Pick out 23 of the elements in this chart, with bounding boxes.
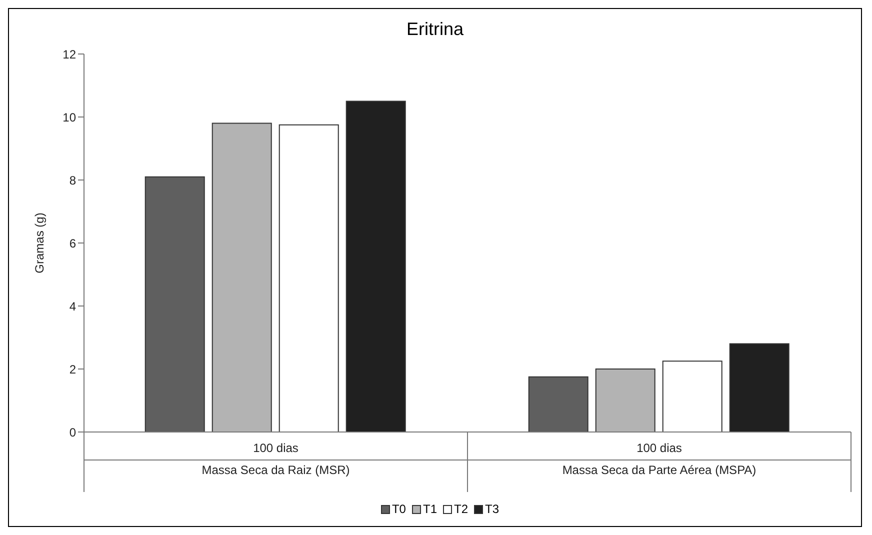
bar (212, 122, 272, 432)
legend-label: T0 (390, 502, 406, 516)
y-tick-label: 0 (69, 425, 76, 440)
y-axis-title: Gramas (g) (32, 212, 46, 274)
y-tick-label: 8 (69, 173, 76, 188)
y-tick-label: 2 (69, 362, 76, 376)
y-tick-label: 6 (69, 236, 76, 250)
legend-label: T2 (453, 502, 468, 516)
legend-label: T1 (422, 502, 437, 516)
x-tick-label: 100 dias Massa Seca da Raiz (MSR) (202, 441, 350, 477)
bar (144, 176, 205, 432)
bar (346, 100, 406, 432)
x-tick-label: 100 dias Massa Seca da Parte Aérea (MSPA) (562, 441, 756, 477)
chart-title: Eritrina (405, 19, 464, 40)
legend-label: T3 (484, 502, 500, 516)
y-tick-label: 4 (69, 299, 76, 314)
bar (729, 343, 790, 432)
y-tick-label: 12 (62, 47, 76, 62)
bar (278, 124, 339, 432)
bar (662, 360, 722, 432)
bar (595, 368, 656, 432)
bar (528, 376, 588, 432)
y-tick-label: 10 (62, 110, 76, 124)
